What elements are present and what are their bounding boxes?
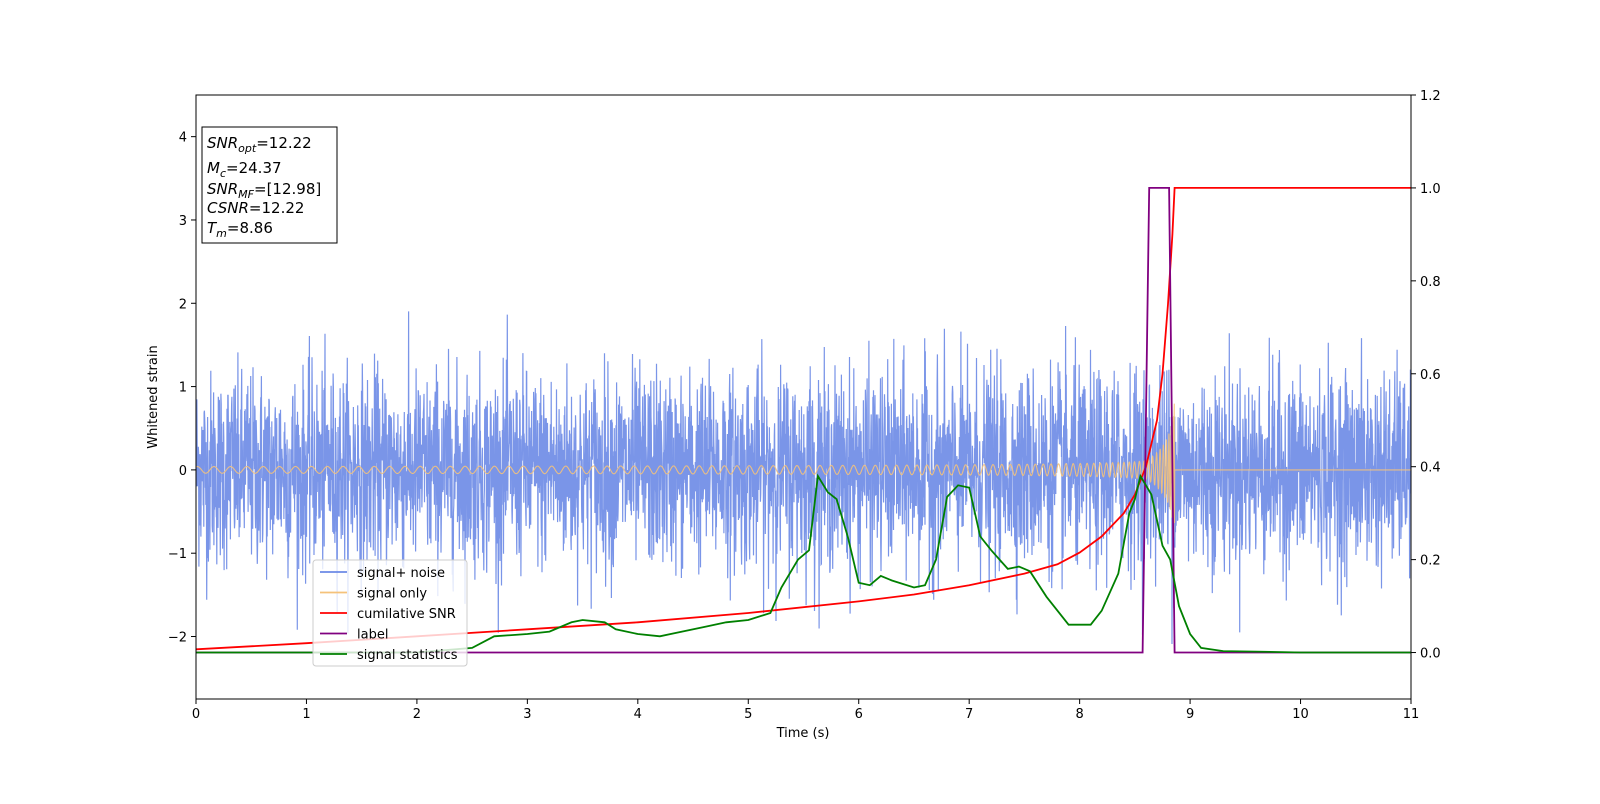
- info-line: SNRMF=[12.98]: [207, 180, 321, 201]
- y-tick-label-right: 0.6: [1420, 368, 1441, 383]
- x-tick-label: 5: [744, 707, 752, 722]
- info-line: SNRopt=12.22: [207, 134, 312, 155]
- x-tick-label: 6: [855, 707, 863, 722]
- y-axis-label: Whitened strain: [146, 345, 161, 448]
- axes-frame: [195, 94, 1412, 700]
- legend-frame: [312, 559, 468, 667]
- y-tick-label-left: 2: [179, 297, 187, 312]
- x-tick-label: 0: [192, 707, 200, 722]
- x-tick-label: 8: [1075, 707, 1083, 722]
- legend-label: signal only: [357, 587, 427, 602]
- legend-label: signal statistics: [357, 648, 458, 663]
- y-tick-label-right: 0.8: [1420, 275, 1441, 290]
- info-line: Mc=24.37: [207, 159, 282, 180]
- legend-label: label: [357, 628, 388, 643]
- y-axis-right: 0.0 0.2 0.4 0.6 0.8 1.0 1.2: [1411, 89, 1441, 662]
- y-tick-label-left: 3: [179, 214, 187, 229]
- y-tick-label-right: 0.2: [1420, 554, 1441, 569]
- y-tick-label-left: 1: [179, 381, 187, 396]
- y-tick-label-left: 0: [179, 464, 187, 479]
- y-tick-label-right: 1.0: [1420, 182, 1441, 197]
- x-tick-label: 9: [1186, 707, 1194, 722]
- legend-label: signal+ noise: [357, 566, 445, 581]
- series-signal-statistics: [196, 473, 1411, 654]
- plot-area: [196, 187, 1411, 654]
- x-tick-label: 11: [1403, 707, 1420, 722]
- y-tick-label-right: 1.2: [1420, 89, 1441, 104]
- x-tick-label: 7: [965, 707, 973, 722]
- y-tick-label-left: −1: [168, 547, 187, 562]
- x-tick-label: 4: [634, 707, 642, 722]
- x-axis: 0 1 2 3 4 5 6 7 8 9 10 11: [192, 699, 1419, 722]
- y-tick-label-left: −2: [168, 631, 187, 646]
- info-box-frame: [201, 126, 338, 244]
- legend-label: cumilative SNR: [357, 607, 456, 622]
- series-signal-only: [196, 403, 1411, 538]
- series-signal-noise: [196, 311, 1411, 645]
- info-line: Tm=8.86: [207, 219, 273, 240]
- y-tick-label-right: 0.4: [1420, 461, 1441, 476]
- y-tick-label-right: 0.0: [1420, 647, 1441, 662]
- x-tick-label: 3: [523, 707, 531, 722]
- x-tick-label: 1: [302, 707, 310, 722]
- x-tick-label: 10: [1292, 707, 1309, 722]
- x-axis-label: Time (s): [776, 726, 830, 741]
- info-box: SNRopt=12.22 Mc=24.37SNRMF=[12.98]CSNR=12…: [201, 126, 338, 244]
- x-tick-label: 2: [413, 707, 421, 722]
- y-tick-label-left: 4: [179, 131, 187, 146]
- y-axis-left: −2 −1 0 1 2 3 4: [168, 131, 196, 646]
- series-label: [196, 187, 1411, 654]
- info-line: CSNR=12.22: [207, 199, 304, 217]
- legend: signal+ noise signal only cumilative SNR la…: [312, 559, 468, 667]
